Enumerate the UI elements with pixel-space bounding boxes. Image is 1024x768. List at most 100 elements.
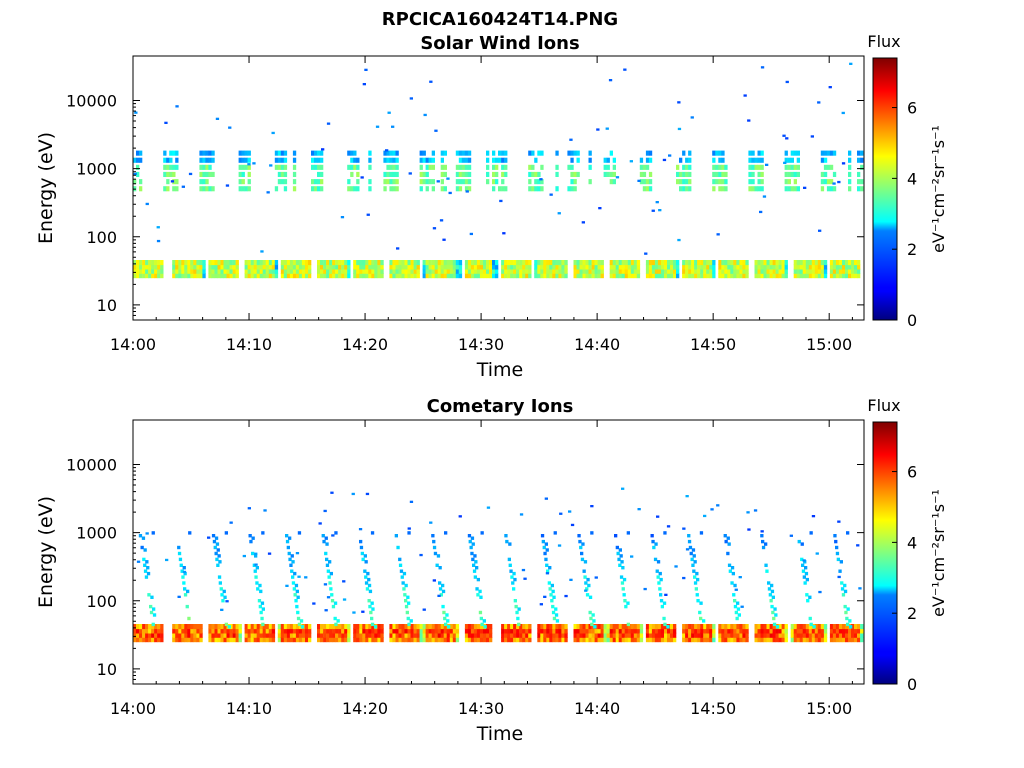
heatmap-cell (455, 632, 460, 638)
heatmap-cell (193, 624, 197, 630)
heatmap-cell (229, 260, 233, 266)
heatmap-cell (154, 273, 158, 279)
heatmap-cell (320, 268, 324, 274)
heatmap-cell (579, 264, 583, 270)
heatmap-cell (645, 260, 650, 266)
heatmap-cell (724, 273, 728, 279)
heatmap-cell (846, 607, 850, 611)
heatmap-cell (528, 637, 532, 643)
heatmap-cell (522, 273, 526, 279)
colorbar-unit-label: eV⁻¹cm⁻²sr⁻¹s⁻¹ (929, 489, 948, 617)
heatmap-cell (377, 264, 381, 270)
heatmap-cell (244, 186, 248, 192)
heatmap-cell (793, 628, 797, 634)
heatmap-cell (389, 624, 393, 630)
heatmap-cell (305, 628, 309, 634)
heatmap-cell (274, 268, 279, 274)
heatmap-cell (292, 164, 297, 170)
heatmap-cell (691, 624, 695, 630)
heatmap-cell (808, 637, 813, 643)
heatmap-cell (469, 545, 473, 550)
heatmap-cell (157, 632, 161, 638)
heatmap-cell (280, 260, 285, 266)
heatmap-cell (178, 260, 182, 266)
heatmap-cell (835, 264, 840, 270)
heatmap-cell (392, 624, 396, 630)
heatmap-cell (594, 576, 598, 579)
heatmap-cell (644, 252, 648, 255)
heatmap-cell (400, 575, 404, 579)
heatmap-cell (444, 622, 448, 627)
heatmap-cell (817, 273, 822, 279)
heatmap-cell (793, 637, 797, 643)
heatmap-cell (220, 632, 224, 638)
heatmap-cell (271, 637, 276, 643)
heatmap-cell (543, 637, 547, 643)
heatmap-cell (175, 179, 179, 185)
heatmap-cell (564, 268, 568, 274)
heatmap-cell (215, 117, 220, 120)
heatmap-cell (250, 260, 254, 266)
heatmap-cell (383, 179, 387, 185)
heatmap-cell (139, 179, 143, 185)
heatmap-cell (326, 632, 330, 638)
heatmap-cell (404, 260, 408, 266)
heatmap-cell (507, 632, 511, 638)
heatmap-cell (606, 157, 610, 163)
heatmap-cell (495, 157, 499, 163)
heatmap-cell (733, 268, 737, 274)
heatmap-cell (392, 273, 396, 279)
heatmap-cell (141, 536, 146, 540)
heatmap-cell (413, 637, 417, 643)
heatmap-cell (398, 563, 403, 567)
heatmap-cell (688, 150, 692, 156)
heatmap-cell (473, 637, 478, 643)
heatmap-cell (651, 628, 656, 634)
heatmap-cell (244, 164, 248, 170)
heatmap-cell (323, 583, 328, 586)
heatmap-cell (404, 637, 408, 643)
heatmap-cell (301, 628, 306, 634)
heatmap-cell (422, 608, 426, 611)
heatmap-cell (277, 164, 282, 170)
heatmap-cell (606, 637, 610, 643)
heatmap-cell (467, 171, 472, 177)
heatmap-cell (443, 164, 447, 170)
heatmap-cell (573, 268, 577, 274)
heatmap-cell (395, 186, 399, 192)
heatmap-cell (549, 593, 553, 597)
heatmap-cell (458, 260, 463, 266)
heatmap-cell (443, 637, 447, 643)
heatmap-cell (386, 171, 390, 177)
heatmap-cell (760, 632, 764, 638)
heatmap-cell (283, 260, 288, 266)
heatmap-cell (502, 232, 506, 235)
heatmap-cell (588, 595, 593, 599)
heatmap-cell (441, 583, 445, 588)
heatmap-cell (763, 260, 767, 266)
heatmap-cell (464, 164, 469, 170)
heatmap-cell (136, 157, 140, 163)
heatmap-cell (211, 264, 215, 270)
heatmap-cell (537, 150, 541, 156)
heatmap-cell (682, 260, 686, 266)
heatmap-cell (848, 157, 852, 163)
heatmap-cell (651, 624, 656, 630)
heatmap-cell (688, 179, 692, 185)
heatmap-cell (166, 179, 170, 185)
heatmap-cell (727, 624, 731, 630)
heatmap-cell (650, 534, 654, 538)
heatmap-cell (700, 632, 704, 638)
heatmap-cell (455, 179, 460, 185)
heatmap-cell (808, 624, 813, 630)
heatmap-cell (636, 268, 641, 274)
heatmap-cell (187, 628, 191, 634)
heatmap-cell (326, 628, 330, 634)
heatmap-cell (751, 179, 755, 185)
heatmap-cell (732, 593, 736, 597)
heatmap-cell (652, 545, 656, 550)
heatmap-cell (356, 624, 360, 630)
heatmap-cell (404, 268, 408, 274)
x-tick-label: 14:30 (458, 335, 504, 354)
heatmap-cell (389, 150, 393, 156)
